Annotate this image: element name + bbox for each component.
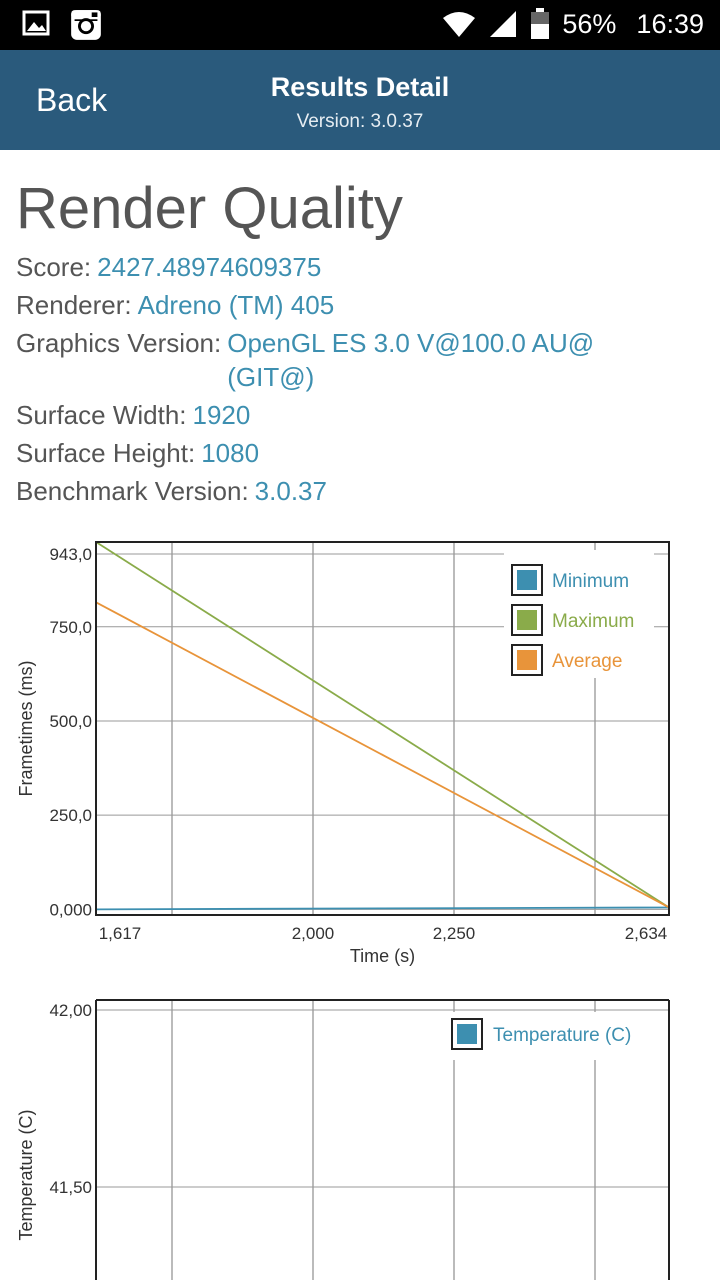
y-tick-label: 42,00: [49, 1001, 92, 1020]
detail-benchmark-version: Benchmark Version: 3.0.37: [16, 474, 706, 508]
y-axis-title: Frametimes (ms): [16, 661, 36, 797]
plot-border: [95, 541, 670, 916]
x-tick-label: 2,000: [292, 924, 335, 943]
y-tick-label: 750,0: [49, 618, 92, 637]
battery-level: 56%: [562, 8, 617, 39]
back-button[interactable]: Back: [36, 82, 108, 118]
detail-value: 2427.48974609375: [97, 252, 322, 282]
x-tick-label: 2,634: [625, 924, 668, 943]
detail-value: 3.0.37: [254, 476, 327, 506]
detail-score: Score: 2427.48974609375: [16, 250, 706, 284]
status-bar: 56% 16:39: [0, 0, 720, 50]
page-title: Results Detail: [270, 72, 450, 102]
legend-label: Maximum: [552, 611, 634, 632]
detail-label: Surface Height:: [16, 438, 196, 468]
detail-label: Surface Width:: [16, 400, 187, 430]
detail-label: Renderer:: [16, 290, 132, 320]
temperature-chart: 42,00 41,50 Temperature (C) Temperature (C): [16, 999, 670, 1280]
x-tick-label: 2,250: [433, 924, 476, 943]
series-line-maximum: [95, 541, 670, 909]
detail-renderer: Renderer: Adreno (TM) 405: [16, 288, 706, 322]
wifi-icon: [443, 12, 476, 37]
title-block: Results Detail Version: 3.0.37: [0, 72, 720, 133]
legend-swatch: [457, 1024, 477, 1044]
detail-label: Score:: [16, 252, 92, 282]
legend-label: Temperature (C): [493, 1025, 631, 1046]
x-tick-label: 1,617: [99, 924, 142, 943]
legend-swatch: [517, 650, 537, 670]
version-subtitle: Version: 3.0.37: [296, 111, 424, 132]
series-line-minimum: [95, 906, 670, 911]
app-bar: Back Results Detail Version: 3.0.37: [0, 50, 720, 150]
y-tick-label: 250,0: [49, 806, 92, 825]
legend-label: Average: [552, 651, 622, 672]
y-axis-title: Temperature (C): [16, 1109, 36, 1240]
x-axis-title: Time (s): [350, 946, 415, 966]
signal-icon: [490, 11, 517, 37]
y-tick-label: 41,50: [49, 1178, 92, 1197]
detail-value: Adreno (TM) 405: [137, 290, 335, 320]
legend-swatch: [517, 570, 537, 590]
legend-swatch: [517, 610, 537, 630]
clock: 16:39: [636, 8, 704, 39]
battery-icon: [531, 8, 550, 39]
detail-surface-width: Surface Width: 1920: [16, 398, 706, 432]
detail-surface-height: Surface Height: 1080: [16, 436, 706, 470]
test-heading: Render Quality: [16, 176, 403, 241]
instagram-icon: [71, 10, 101, 40]
detail-value: OpenGL ES 3.0 V@100.0 AU@ (GIT@): [227, 328, 595, 392]
image-icon: [22, 10, 50, 36]
detail-label: Benchmark Version:: [16, 476, 249, 506]
legend-label: Minimum: [552, 571, 629, 592]
y-tick-label: 0,000: [49, 900, 92, 919]
detail-label: Graphics Version:: [16, 328, 222, 358]
frametimes-chart: 943,0 750,0 500,0 250,0 0,000 1,617 2,000 2,250…: [16, 541, 670, 966]
result-details: Score: 2427.48974609375 Renderer: Adreno…: [16, 250, 706, 512]
detail-value: 1920: [192, 400, 251, 430]
y-tick-label: 500,0: [49, 712, 92, 731]
detail-graphics-version: Graphics Version: OpenGL ES 3.0 V@100.0 …: [16, 326, 706, 394]
detail-value: 1080: [201, 438, 260, 468]
series-line-average: [95, 601, 670, 909]
y-tick-label: 943,0: [49, 545, 92, 564]
